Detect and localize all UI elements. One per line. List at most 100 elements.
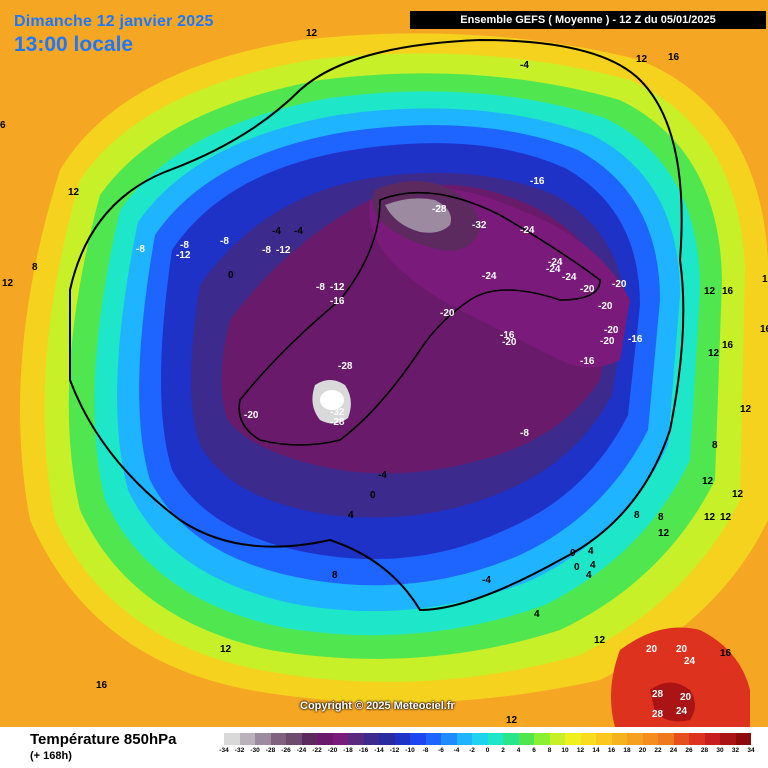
isotherm-value-label: 0 bbox=[570, 548, 576, 559]
legend-swatch bbox=[239, 733, 255, 745]
legend-swatch bbox=[286, 733, 302, 745]
forecast-lead-time: (+ 168h) bbox=[30, 750, 72, 762]
isotherm-value-label: 24 bbox=[684, 656, 696, 667]
isotherm-value-label: 12 bbox=[720, 512, 732, 523]
zone-lilac bbox=[385, 198, 451, 233]
legend-swatch bbox=[348, 733, 364, 745]
isotherm-value-label: -24 bbox=[482, 271, 497, 282]
isotherm-value-label: -20 bbox=[604, 325, 619, 336]
isotherm-value-label: 12 bbox=[740, 404, 752, 415]
isotherm-value-label: -4 bbox=[272, 226, 281, 237]
legend-swatch bbox=[317, 733, 333, 745]
isotherm-value-label: 0 bbox=[228, 270, 234, 281]
legend-tick-label: 6 bbox=[532, 747, 536, 754]
isotherm-value-label: -20 bbox=[600, 336, 615, 347]
isotherm-value-label: -8 bbox=[136, 244, 145, 255]
legend-tick-label: 30 bbox=[716, 747, 724, 754]
isotherm-value-label: 0 bbox=[370, 490, 376, 501]
legend-tick-label: -20 bbox=[327, 747, 338, 754]
legend-tick-label: -22 bbox=[312, 747, 322, 754]
legend-tick-label: 10 bbox=[561, 747, 569, 754]
isotherm-value-label: 4 bbox=[586, 570, 592, 581]
legend-swatch bbox=[425, 733, 441, 745]
isotherm-value-label: 4 bbox=[534, 609, 540, 620]
isotherm-value-label: -12 bbox=[176, 250, 191, 261]
isotherm-value-label: 0 bbox=[574, 562, 580, 573]
legend-tick-label: -18 bbox=[343, 747, 353, 754]
legend-tick-label: 20 bbox=[638, 747, 647, 754]
isotherm-value-label: 16 bbox=[96, 680, 108, 691]
isotherm-value-label: -24 bbox=[546, 264, 561, 275]
isotherm-value-label: -12 bbox=[330, 282, 345, 293]
isotherm-value-label: 4 bbox=[588, 546, 594, 557]
isotherm-value-label: 12 bbox=[704, 286, 716, 297]
isotherm-value-label: -32 bbox=[330, 407, 345, 418]
forecast-date: Dimanche 12 janvier 2025 bbox=[14, 13, 214, 30]
legend-swatch bbox=[704, 733, 720, 745]
isotherm-value-label: 8 bbox=[634, 510, 640, 521]
legend-tick-label: 12 bbox=[576, 747, 585, 754]
isotherm-value-label: -16 bbox=[330, 296, 345, 307]
zone-greenland-core bbox=[320, 390, 344, 410]
isotherm-value-label: 20 bbox=[680, 692, 692, 703]
legend-swatch bbox=[301, 733, 317, 745]
legend-swatch bbox=[689, 733, 705, 745]
isotherm-value-label: 12 bbox=[732, 489, 744, 500]
isotherm-value-label: 6 bbox=[0, 120, 6, 131]
isotherm-value-label: -20 bbox=[502, 337, 517, 348]
isotherm-value-label: -20 bbox=[598, 301, 613, 312]
legend-tick-label: -26 bbox=[281, 747, 291, 754]
legend-swatch bbox=[456, 733, 472, 745]
legend-tick-label: 32 bbox=[731, 747, 740, 754]
isotherm-value-label: 12 bbox=[306, 28, 318, 39]
isotherm-value-label: -4 bbox=[294, 226, 303, 237]
legend-swatch bbox=[673, 733, 689, 745]
legend-tick-label: -2 bbox=[469, 747, 475, 754]
legend-tick-label: 26 bbox=[685, 747, 693, 754]
legend-tick-label: -8 bbox=[422, 747, 429, 754]
isotherm-minus20 bbox=[238, 191, 601, 446]
legend-swatch bbox=[658, 733, 674, 745]
isotherm-value-label: 20 bbox=[676, 644, 688, 655]
legend-swatch bbox=[518, 733, 534, 745]
isotherm-value-label: 12 bbox=[658, 528, 670, 539]
isotherm-value-label: 12 bbox=[594, 635, 606, 646]
isotherm-value-label: -20 bbox=[612, 279, 627, 290]
isotherm-value-label: 12 bbox=[762, 274, 768, 285]
isotherm-value-label: -24 bbox=[520, 225, 535, 236]
isotherm-value-label: 8 bbox=[658, 512, 664, 523]
isotherm-value-label: -4 bbox=[520, 60, 529, 71]
isotherm-value-label: -20 bbox=[440, 308, 455, 319]
legend-tick-label: 16 bbox=[607, 747, 616, 754]
isotherm-value-label: -16 bbox=[580, 356, 595, 367]
isotherm-0 bbox=[69, 38, 685, 612]
legend-tick-label: -16 bbox=[358, 747, 369, 754]
isotherm-value-label: -12 bbox=[276, 245, 291, 256]
legend-tick-label: 4 bbox=[516, 747, 521, 754]
legend-swatch bbox=[255, 733, 271, 745]
legend-tick-label: 14 bbox=[592, 747, 600, 754]
legend-tick-label: -34 bbox=[219, 747, 229, 754]
isotherm-value-label: -28 bbox=[338, 361, 353, 372]
isotherm-value-label: -24 bbox=[548, 257, 563, 268]
isotherm-value-label: -8 bbox=[316, 282, 325, 293]
legend-swatch bbox=[720, 733, 736, 745]
isotherm-value-label: 12 bbox=[2, 278, 14, 289]
legend-swatch bbox=[611, 733, 627, 745]
isotherm-value-label: -8 bbox=[262, 245, 271, 256]
isotherm-value-label: 28 bbox=[652, 709, 664, 720]
legend-tick-label: -28 bbox=[265, 747, 276, 754]
isotherm-value-label: -16 bbox=[530, 176, 545, 187]
legend-swatch bbox=[596, 733, 612, 745]
isotherm-value-label: 12 bbox=[68, 187, 80, 198]
isotherm-value-label: 8 bbox=[332, 570, 338, 581]
legend-tick-label: -12 bbox=[389, 747, 400, 754]
legend-tick-label: 18 bbox=[623, 747, 631, 754]
isotherm-value-label: -4 bbox=[378, 470, 387, 481]
legend-swatch bbox=[441, 733, 457, 745]
copyright-notice: Copyright © 2025 Meteociel.fr bbox=[300, 700, 455, 712]
legend-tick-label: -14 bbox=[374, 747, 384, 754]
isotherm-value-label: -20 bbox=[244, 410, 259, 421]
